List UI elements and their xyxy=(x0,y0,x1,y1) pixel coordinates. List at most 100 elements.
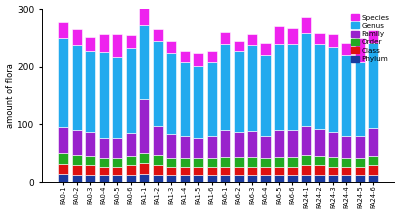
Bar xyxy=(139,9,149,25)
Bar xyxy=(99,34,109,52)
Bar xyxy=(126,165,136,175)
Bar xyxy=(328,158,338,167)
Bar xyxy=(368,128,378,156)
Bar xyxy=(153,29,163,41)
Bar xyxy=(153,175,163,182)
Bar xyxy=(180,167,190,175)
Bar xyxy=(153,41,163,126)
Bar xyxy=(206,175,217,182)
Bar xyxy=(72,175,82,182)
Bar xyxy=(341,55,352,136)
Bar xyxy=(206,62,217,136)
Bar xyxy=(72,155,82,165)
Bar xyxy=(153,165,163,175)
Bar xyxy=(260,55,270,136)
Bar xyxy=(58,22,68,38)
Legend: Species, Genus, Family, Order, Class, Phylum: Species, Genus, Family, Order, Class, Ph… xyxy=(350,13,391,64)
Bar xyxy=(193,167,203,175)
Bar xyxy=(368,156,378,165)
Bar xyxy=(85,175,95,182)
Bar xyxy=(85,51,95,132)
Bar xyxy=(180,51,190,62)
Bar xyxy=(368,165,378,175)
Bar xyxy=(328,47,338,132)
Bar xyxy=(193,53,203,66)
Bar xyxy=(341,136,352,158)
Bar xyxy=(368,43,378,128)
Bar xyxy=(274,130,284,158)
Bar xyxy=(166,134,176,158)
Bar xyxy=(260,158,270,167)
Bar xyxy=(328,175,338,182)
Bar xyxy=(112,138,122,158)
Bar xyxy=(126,48,136,133)
Bar xyxy=(260,167,270,175)
Bar xyxy=(328,34,338,47)
Bar xyxy=(247,167,257,175)
Bar xyxy=(220,158,230,167)
Bar xyxy=(58,174,68,182)
Bar xyxy=(180,158,190,167)
Bar xyxy=(234,167,244,175)
Bar xyxy=(85,37,95,51)
Bar xyxy=(126,175,136,182)
Bar xyxy=(166,41,176,53)
Bar xyxy=(206,51,217,62)
Bar xyxy=(58,164,68,174)
Bar xyxy=(341,158,352,167)
Bar xyxy=(301,33,311,126)
Bar xyxy=(85,165,95,175)
Bar xyxy=(274,26,284,44)
Bar xyxy=(247,131,257,158)
Bar xyxy=(139,25,149,98)
Bar xyxy=(220,130,230,158)
Bar xyxy=(234,51,244,132)
Bar xyxy=(153,126,163,155)
Y-axis label: amount of flora: amount of flora xyxy=(6,63,14,128)
Bar xyxy=(112,57,122,138)
Bar xyxy=(314,175,324,182)
Bar xyxy=(112,175,122,182)
Bar xyxy=(234,41,244,51)
Bar xyxy=(368,30,378,43)
Bar xyxy=(274,167,284,175)
Bar xyxy=(193,138,203,158)
Bar xyxy=(99,138,109,158)
Bar xyxy=(206,158,217,167)
Bar xyxy=(58,153,68,164)
Bar xyxy=(314,33,324,44)
Bar xyxy=(247,158,257,167)
Bar xyxy=(112,158,122,167)
Bar xyxy=(72,45,82,130)
Bar xyxy=(166,53,176,134)
Bar xyxy=(247,175,257,182)
Bar xyxy=(355,38,365,62)
Bar xyxy=(301,16,311,33)
Bar xyxy=(220,32,230,44)
Bar xyxy=(220,175,230,182)
Bar xyxy=(288,167,298,175)
Bar xyxy=(206,167,217,175)
Bar xyxy=(314,156,324,165)
Bar xyxy=(355,167,365,175)
Bar xyxy=(193,66,203,138)
Bar xyxy=(328,167,338,175)
Bar xyxy=(288,130,298,158)
Bar xyxy=(247,34,257,45)
Bar xyxy=(288,28,298,44)
Bar xyxy=(314,129,324,156)
Bar xyxy=(180,136,190,158)
Bar xyxy=(180,175,190,182)
Bar xyxy=(126,133,136,156)
Bar xyxy=(355,136,365,158)
Bar xyxy=(193,158,203,167)
Bar xyxy=(126,35,136,48)
Bar xyxy=(166,158,176,167)
Bar xyxy=(234,158,244,167)
Bar xyxy=(355,158,365,167)
Bar xyxy=(301,126,311,155)
Bar xyxy=(288,44,298,130)
Bar xyxy=(126,156,136,165)
Bar xyxy=(368,175,378,182)
Bar xyxy=(206,136,217,158)
